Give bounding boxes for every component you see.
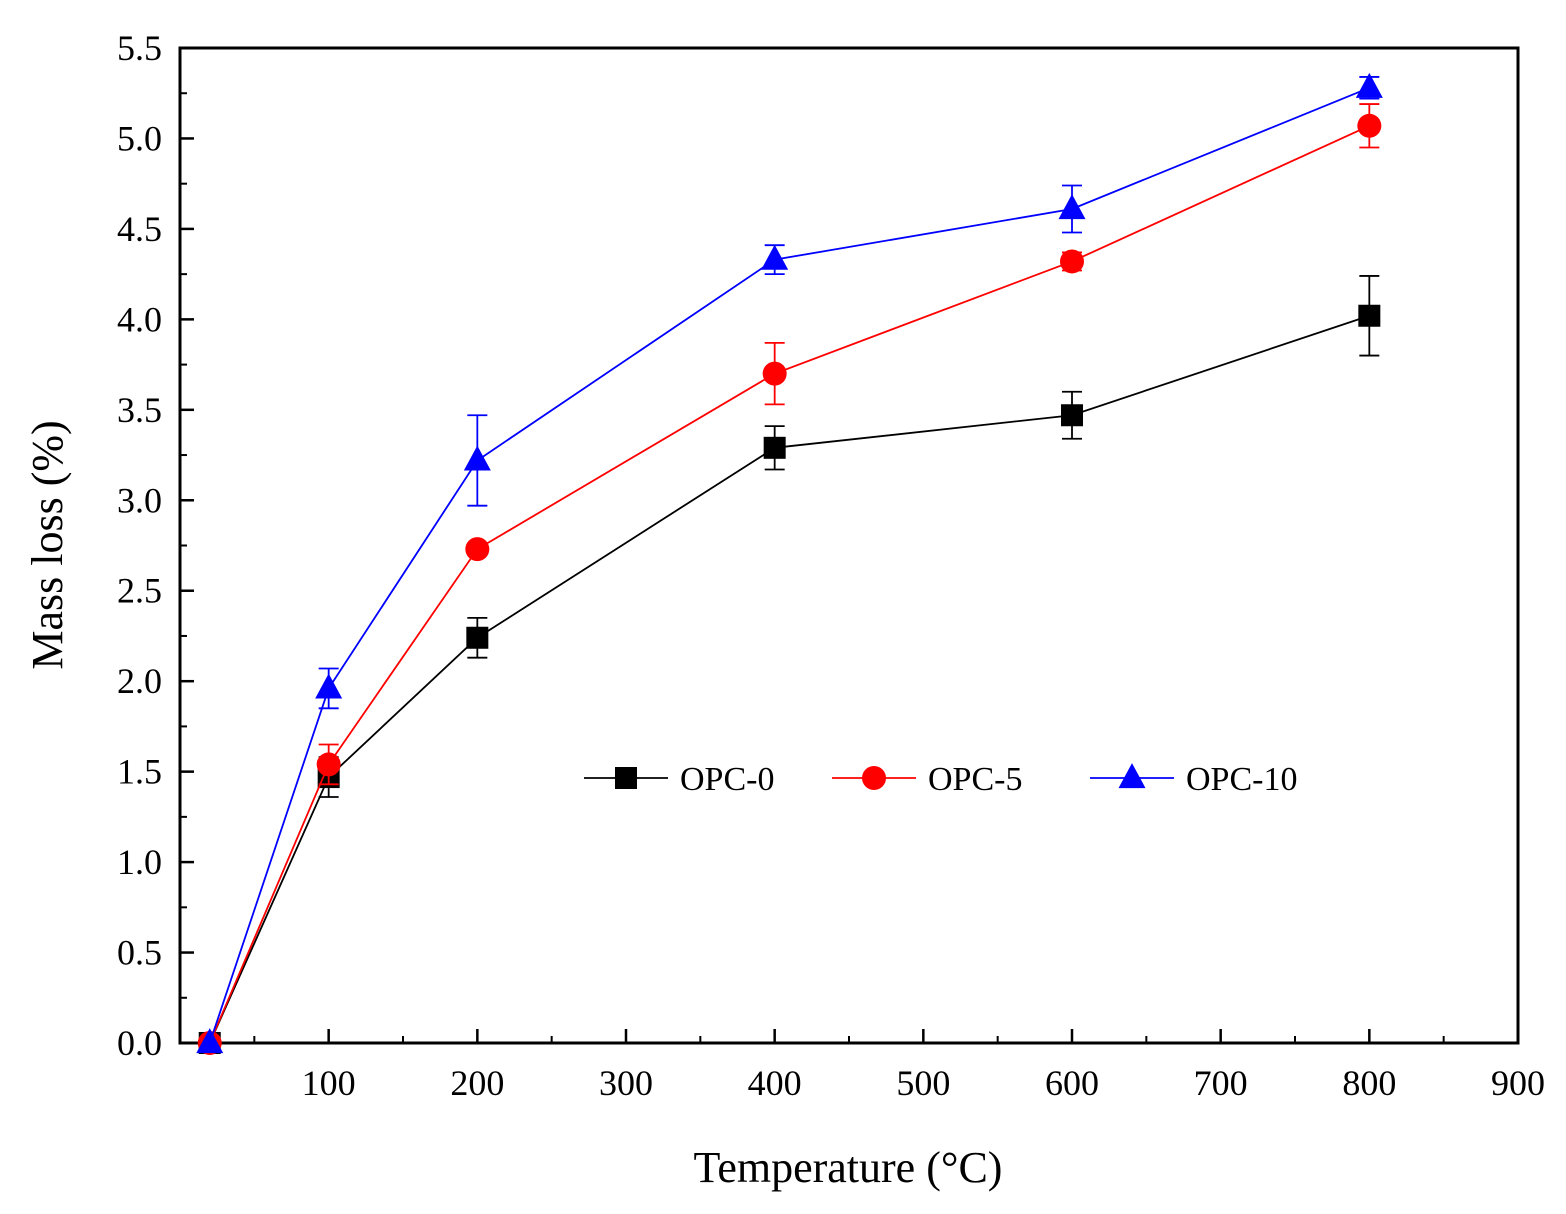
y-tick-label: 1.0 <box>117 842 162 882</box>
y-axis: 0.0 0.5 1.0 1.5 2.0 2.5 3.0 3.5 4.0 4.5 5.0 5.5 <box>117 28 194 1063</box>
x-tick-label: 800 <box>1342 1063 1396 1103</box>
x-tick-label: 900 <box>1491 1063 1545 1103</box>
legend-label: OPC-10 <box>1186 761 1297 798</box>
plot-border <box>178 46 1520 1045</box>
data-point-opc-10 <box>315 673 343 699</box>
plot-frame <box>178 46 1520 1045</box>
data-point-opc-10 <box>1058 194 1086 220</box>
x-tick-label: 100 <box>302 1063 356 1103</box>
x-axis-title: Temperature (°C) <box>694 1143 1003 1192</box>
x-tick-label: 300 <box>599 1063 653 1103</box>
y-tick-label: 5.0 <box>117 118 162 158</box>
x-tick-label: 500 <box>896 1063 950 1103</box>
data-point-opc-10 <box>196 1028 224 1054</box>
y-tick-label: 4.5 <box>117 209 162 249</box>
y-tick-label: 3.5 <box>117 390 162 430</box>
y-tick-label: 5.5 <box>117 28 162 68</box>
data-point-opc-5 <box>465 537 490 562</box>
series-opc-10 <box>196 72 1383 1054</box>
y-axis-title: Mass loss (%) <box>23 420 72 669</box>
x-axis: 100 200 300 400 500 600 700 800 900 <box>253 1029 1545 1103</box>
legend-marker <box>615 767 637 789</box>
legend: OPC-0 OPC-5 OPC-10 <box>584 761 1297 798</box>
legend-label: OPC-0 <box>680 761 774 798</box>
legend-marker <box>862 766 886 790</box>
series-opc-5 <box>197 103 1382 1055</box>
y-tick-label: 4.0 <box>117 299 162 339</box>
data-point-opc-5 <box>1060 249 1084 274</box>
legend-marker <box>1118 763 1146 789</box>
legend-item-opc-0: OPC-0 <box>584 761 774 798</box>
series-layer <box>196 72 1383 1055</box>
data-point-opc-0 <box>1061 404 1083 427</box>
y-tick-label: 0.0 <box>117 1023 162 1063</box>
series-line-opc-5 <box>208 124 1370 1044</box>
data-point-opc-10 <box>1355 72 1383 98</box>
legend-item-opc-10: OPC-10 <box>1090 761 1297 798</box>
data-point-opc-10 <box>761 244 789 270</box>
y-tick-label: 3.0 <box>117 480 162 520</box>
series-line-opc-10 <box>208 86 1370 1044</box>
x-tick-label: 700 <box>1194 1063 1248 1103</box>
legend-item-opc-5: OPC-5 <box>832 761 1022 798</box>
x-tick-label: 200 <box>450 1063 504 1103</box>
series-opc-0 <box>198 275 1381 1054</box>
y-tick-label: 1.5 <box>117 752 162 792</box>
y-tick-label: 0.5 <box>117 933 162 973</box>
data-point-opc-0 <box>1358 304 1381 327</box>
data-point-opc-10 <box>463 445 491 471</box>
data-point-opc-0 <box>763 436 786 459</box>
data-point-opc-5 <box>316 752 341 777</box>
data-point-opc-0 <box>466 626 489 649</box>
y-tick-label: 2.5 <box>117 571 162 611</box>
series-line-opc-0 <box>208 314 1370 1044</box>
data-point-opc-5 <box>762 361 787 386</box>
x-tick-label: 400 <box>748 1063 802 1103</box>
data-point-opc-5 <box>1357 113 1382 138</box>
legend-label: OPC-5 <box>928 761 1022 798</box>
y-tick-label: 2.0 <box>117 661 162 701</box>
x-tick-label: 600 <box>1045 1063 1099 1103</box>
